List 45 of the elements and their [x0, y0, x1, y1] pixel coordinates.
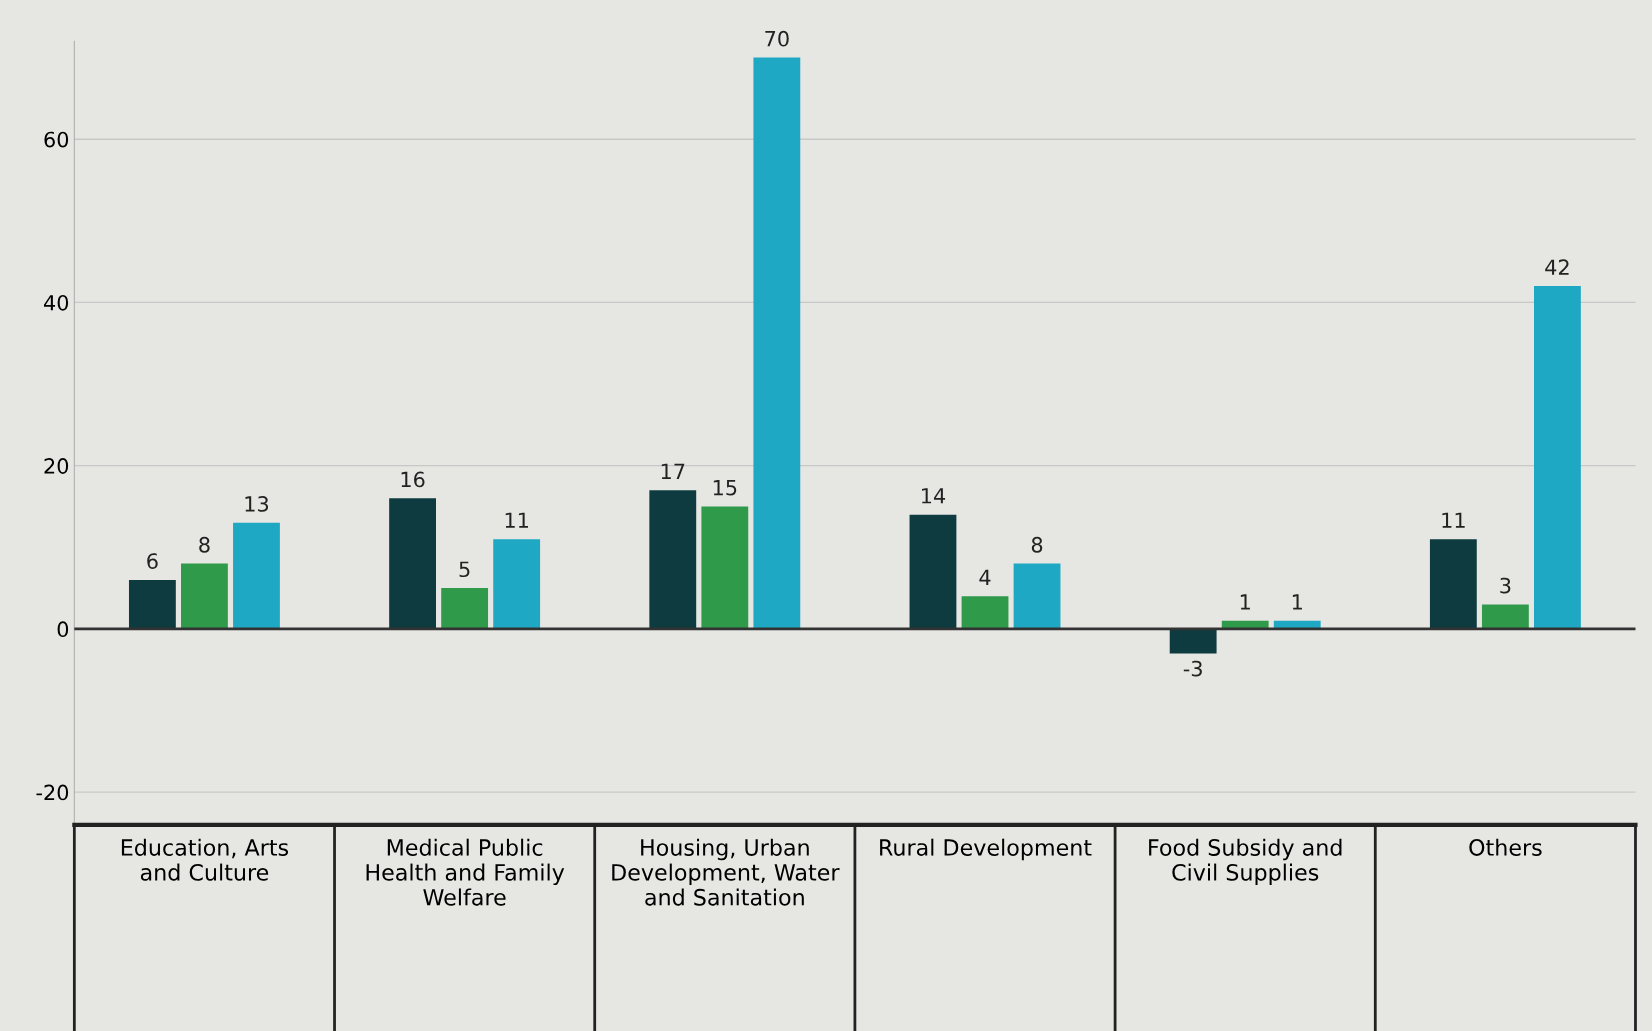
bar — [441, 588, 489, 629]
bar — [233, 522, 280, 629]
y-tick-label: 60 — [44, 131, 69, 148]
data-label: 1 — [1240, 594, 1250, 610]
bar — [493, 539, 541, 629]
bar — [753, 57, 801, 629]
bar — [1429, 539, 1477, 629]
data-label: 15 — [713, 480, 737, 496]
y-tick-label: 0 — [57, 621, 69, 638]
data-label: 1 — [1292, 594, 1302, 610]
x-tick-label: Others — [1469, 838, 1542, 856]
data-label: 11 — [1442, 512, 1465, 528]
x-tick-label: Rural Development — [880, 838, 1092, 861]
data-label: 8 — [199, 536, 210, 553]
data-label: -3 — [1183, 660, 1202, 677]
y-tick-label: 20 — [44, 458, 69, 474]
x-tick-label: Medical Public Health and Family Welfare — [366, 838, 565, 906]
data-label: 42 — [1545, 259, 1569, 275]
x-tick-label: Housing, Urban Development, Water and Sanitation — [612, 838, 840, 906]
data-label: 6 — [147, 553, 158, 569]
bar — [961, 596, 1009, 629]
bar — [1013, 563, 1061, 629]
bar — [649, 490, 697, 629]
y-tick-label: -20 — [36, 784, 69, 801]
data-label: 17 — [661, 463, 685, 479]
bar — [1534, 286, 1581, 629]
bar — [1481, 604, 1529, 629]
bar — [128, 579, 176, 629]
bar — [701, 506, 749, 629]
data-label: 14 — [922, 488, 946, 504]
x-tick-label: Food Subsidy and Civil Supplies — [1149, 838, 1342, 886]
bar — [1169, 628, 1217, 654]
bar — [181, 563, 228, 629]
bar — [389, 498, 436, 629]
data-label: 11 — [505, 512, 528, 528]
data-label: 13 — [245, 496, 269, 512]
data-label: 5 — [459, 561, 470, 578]
x-tick-label: Education, Arts and Culture — [121, 838, 289, 881]
data-label: 16 — [401, 471, 425, 488]
data-label: 3 — [1500, 577, 1511, 594]
y-tick-label: 40 — [43, 294, 69, 311]
bar — [909, 514, 957, 629]
data-label: 70 — [765, 30, 789, 47]
data-label: 8 — [1031, 536, 1043, 553]
data-label: 4 — [979, 569, 991, 585]
